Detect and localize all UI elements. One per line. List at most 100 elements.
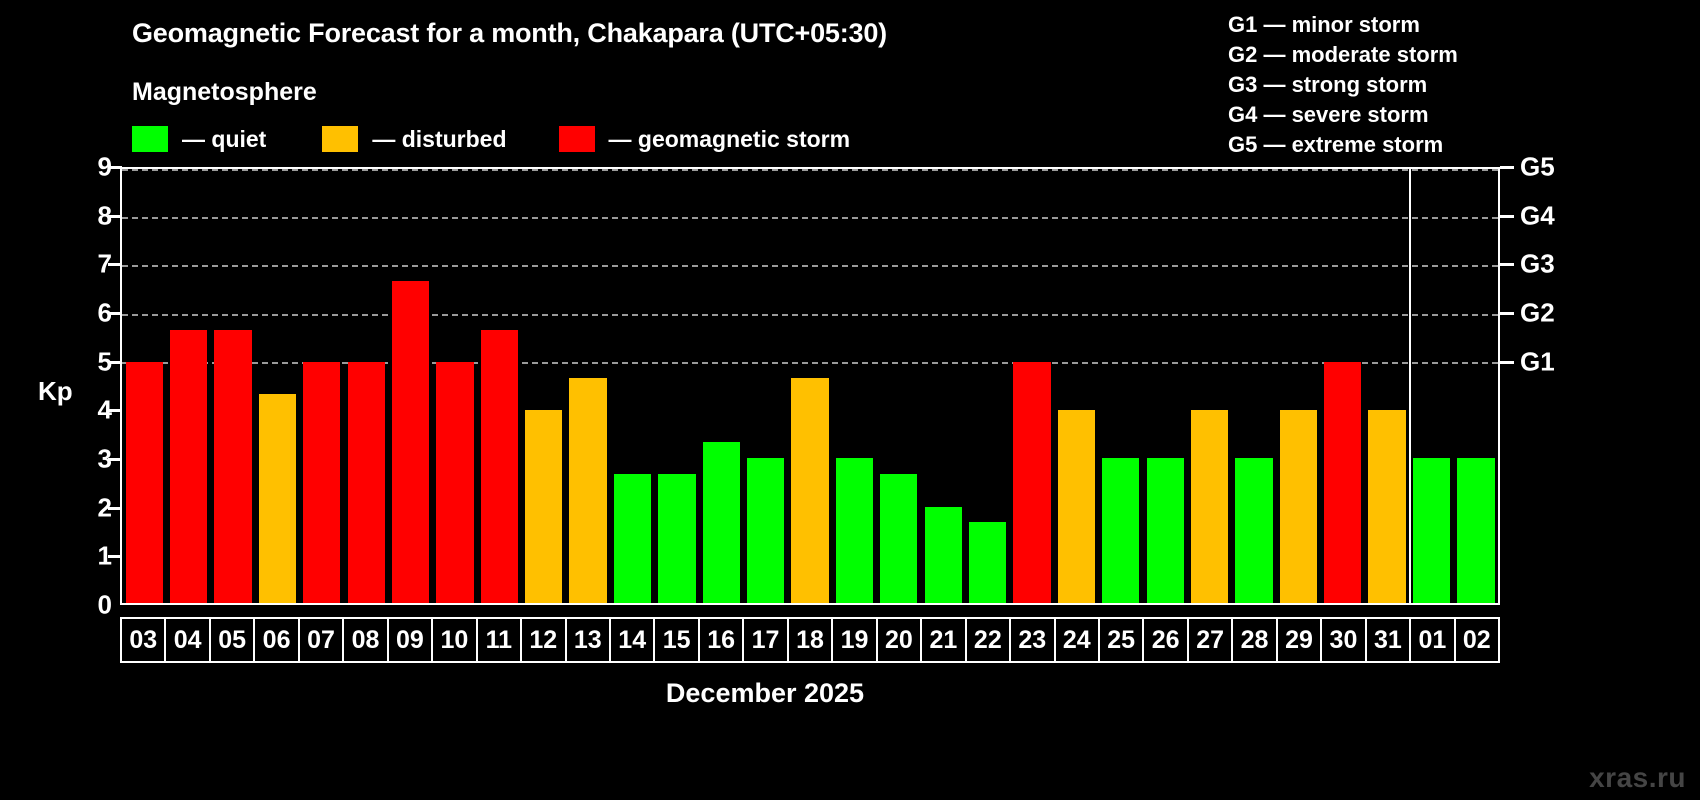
- date-label-25[interactable]: 25: [1100, 619, 1145, 661]
- date-label-03[interactable]: 03: [122, 619, 167, 661]
- date-label-24[interactable]: 24: [1056, 619, 1100, 661]
- bar-26[interactable]: [1146, 458, 1184, 603]
- bar-07[interactable]: [303, 361, 341, 603]
- date-label-13[interactable]: 13: [567, 619, 611, 661]
- bar-cell-06[interactable]: [255, 169, 299, 603]
- bar-15[interactable]: [658, 474, 696, 603]
- bar-27[interactable]: [1190, 410, 1229, 603]
- bar-01[interactable]: [1412, 458, 1451, 603]
- bar-cell-18[interactable]: [788, 169, 832, 603]
- date-label-12[interactable]: 12: [522, 619, 567, 661]
- bar-17[interactable]: [747, 458, 785, 603]
- y-tick-label-6: 6: [97, 297, 112, 328]
- date-label-11[interactable]: 11: [478, 619, 523, 661]
- bar-21[interactable]: [924, 506, 962, 603]
- bar-cell-14[interactable]: [610, 169, 654, 603]
- bar-cell-16[interactable]: [699, 169, 743, 603]
- bar-10[interactable]: [436, 361, 474, 603]
- date-label-29[interactable]: 29: [1278, 619, 1323, 661]
- storm-swatch: [558, 126, 595, 152]
- bar-20[interactable]: [880, 474, 918, 603]
- date-label-02[interactable]: 02: [1462, 625, 1491, 654]
- date-label-31[interactable]: 31: [1367, 619, 1412, 661]
- bar-cell-26[interactable]: [1143, 169, 1187, 603]
- bar-cell-01[interactable]: [1409, 169, 1453, 603]
- bar-14[interactable]: [613, 474, 652, 603]
- bar-cell-27[interactable]: [1187, 169, 1231, 603]
- bar-cell-25[interactable]: [1099, 169, 1143, 603]
- bar-cell-04[interactable]: [166, 169, 210, 603]
- bar-cell-20[interactable]: [877, 169, 921, 603]
- date-label-05[interactable]: 05: [211, 619, 256, 661]
- bar-cell-31[interactable]: [1365, 169, 1409, 603]
- bar-13[interactable]: [569, 377, 607, 603]
- bar-cell-09[interactable]: [388, 169, 432, 603]
- bar-cell-02[interactable]: [1454, 169, 1498, 603]
- date-label-16[interactable]: 16: [700, 619, 745, 661]
- date-label-18[interactable]: 18: [789, 619, 834, 661]
- bar-cell-30[interactable]: [1321, 169, 1365, 603]
- bar-cell-03[interactable]: [122, 169, 166, 603]
- bar-cell-05[interactable]: [211, 169, 255, 603]
- date-label-20[interactable]: 20: [878, 619, 923, 661]
- bar-cell-24[interactable]: [1054, 169, 1098, 603]
- bar-cell-22[interactable]: [965, 169, 1009, 603]
- bar-cell-28[interactable]: [1232, 169, 1276, 603]
- date-label-30[interactable]: 30: [1322, 619, 1367, 661]
- bar-cell-07[interactable]: [300, 169, 344, 603]
- bar-02[interactable]: [1457, 458, 1495, 603]
- date-label-14[interactable]: 14: [611, 619, 656, 661]
- bar-cell-13[interactable]: [566, 169, 610, 603]
- bar-12[interactable]: [525, 410, 563, 603]
- bar-cell-15[interactable]: [655, 169, 699, 603]
- bar-16[interactable]: [702, 442, 740, 603]
- date-label-27[interactable]: 27: [1189, 619, 1234, 661]
- bar-25[interactable]: [1102, 458, 1140, 603]
- bar-28[interactable]: [1235, 458, 1273, 603]
- date-label-01[interactable]: 01: [1411, 619, 1456, 661]
- y-tick-label-1: 1: [97, 540, 112, 571]
- bar-cell-08[interactable]: [344, 169, 388, 603]
- bar-18[interactable]: [791, 377, 829, 603]
- date-label-21[interactable]: 21: [922, 619, 967, 661]
- bar-31[interactable]: [1368, 410, 1406, 603]
- date-label-17[interactable]: 17: [744, 619, 789, 661]
- bar-23[interactable]: [1013, 361, 1051, 603]
- date-label-26[interactable]: 26: [1144, 619, 1189, 661]
- bar-29[interactable]: [1279, 410, 1317, 603]
- bar-11[interactable]: [480, 329, 518, 603]
- bar-30[interactable]: [1324, 361, 1362, 603]
- bar-cell-12[interactable]: [522, 169, 566, 603]
- y-tick-label-3: 3: [97, 443, 112, 474]
- date-label-06[interactable]: 06: [255, 619, 300, 661]
- bar-cell-11[interactable]: [477, 169, 521, 603]
- date-label-28[interactable]: 28: [1233, 619, 1278, 661]
- bar-24[interactable]: [1057, 410, 1096, 603]
- date-label-09[interactable]: 09: [389, 619, 434, 661]
- bar-cell-17[interactable]: [743, 169, 787, 603]
- date-label-04[interactable]: 04: [166, 619, 211, 661]
- bar-22[interactable]: [968, 522, 1007, 603]
- date-label-07[interactable]: 07: [300, 619, 345, 661]
- date-label-19[interactable]: 19: [833, 619, 878, 661]
- bar-cell-23[interactable]: [1010, 169, 1054, 603]
- bar-19[interactable]: [835, 458, 874, 603]
- date-label-10[interactable]: 10: [433, 619, 478, 661]
- y-axis-title: Kp: [38, 376, 73, 406]
- bar-cell-21[interactable]: [921, 169, 965, 603]
- bar-05[interactable]: [214, 329, 252, 603]
- bar-cell-29[interactable]: [1276, 169, 1320, 603]
- bar-06[interactable]: [258, 394, 296, 603]
- bar-04[interactable]: [169, 329, 208, 603]
- date-label-23[interactable]: 23: [1011, 619, 1056, 661]
- bar-cell-10[interactable]: [433, 169, 477, 603]
- bar-09[interactable]: [391, 281, 430, 603]
- bar-cell-19[interactable]: [832, 169, 876, 603]
- date-label-15[interactable]: 15: [655, 619, 700, 661]
- month-separator-line: [1409, 169, 1412, 603]
- bar-03[interactable]: [125, 361, 163, 603]
- date-label-08[interactable]: 08: [344, 619, 389, 661]
- bar-08[interactable]: [347, 361, 385, 603]
- date-label-22[interactable]: 22: [967, 619, 1012, 661]
- legend-item-storm: — geomagnetic storm: [558, 126, 850, 153]
